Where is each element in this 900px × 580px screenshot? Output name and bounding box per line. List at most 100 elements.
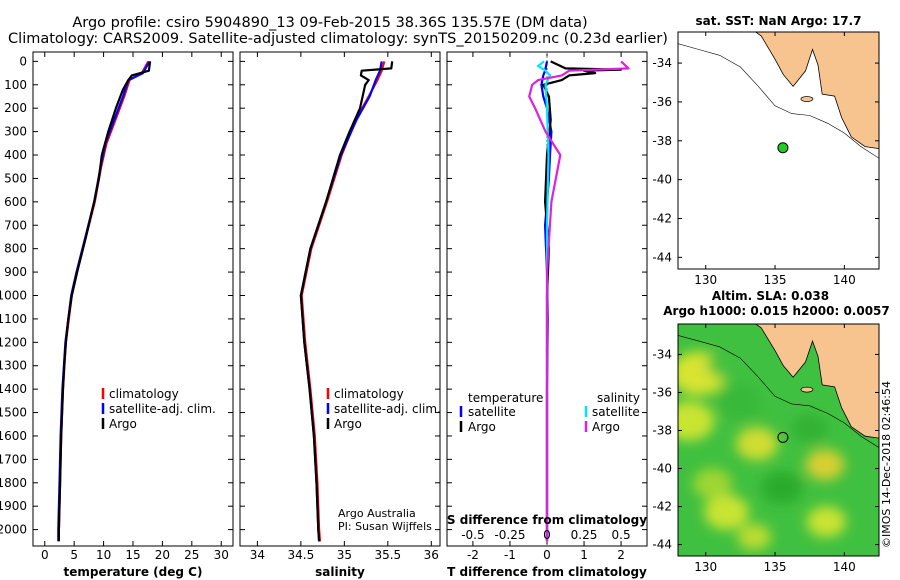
- map-y-tick-label: -40: [652, 173, 672, 187]
- legend-label: Argo: [109, 417, 137, 431]
- map-y-tick-label: -40: [652, 462, 672, 476]
- depth-tick-label: 600: [4, 195, 27, 209]
- shelf-contour: [678, 335, 879, 448]
- argo-position-marker: [777, 431, 789, 443]
- island: [800, 386, 814, 393]
- map-y-tick-label: -44: [652, 250, 672, 264]
- map-y-tick-label: -42: [652, 500, 672, 514]
- series-line-s-argo: [528, 60, 630, 542]
- secondary-x-tick-label: 0: [543, 528, 551, 542]
- map-y-tick-label: -38: [652, 134, 672, 148]
- x-axis-label: salinity: [315, 565, 365, 579]
- secondary-x-tick-label: 0.5: [612, 528, 631, 542]
- annotation-text: Argo Australia: [338, 507, 416, 520]
- depth-tick-label: 700: [4, 218, 27, 232]
- x-tick-label: 34.5: [288, 548, 315, 562]
- sla-anomaly-blob: [806, 506, 846, 538]
- argo-position-marker: [777, 142, 789, 154]
- map-title: sat. SST: NaN Argo: 17.7: [696, 14, 862, 28]
- map-y-tick-label: -44: [652, 538, 672, 552]
- x-tick-label: 1: [580, 548, 588, 562]
- series-line-argo: [299, 61, 394, 542]
- profile-panel-salinity: 34 34.5 35 35.5 36 salinity climatologysatelli…: [239, 51, 441, 579]
- legend-label: satellite-adj. clim.: [109, 402, 216, 416]
- map-panel-sla: 130 135 140 -34 -36 -38 -40 -42 -44 Altim. SLA: 0…: [652, 289, 889, 574]
- map-frame: [677, 31, 880, 270]
- sla-anomaly-blob: [805, 449, 845, 481]
- sla-anomaly-blob: [736, 427, 779, 461]
- x-tick-label: 35: [337, 548, 352, 562]
- legend-label: Argo: [468, 420, 496, 434]
- depth-tick-label: 200: [4, 101, 27, 115]
- x-tick-label: 0: [543, 548, 551, 562]
- sla-anomaly-blob: [760, 471, 803, 505]
- sla-anomaly-field: [678, 348, 846, 551]
- map-content: [678, 32, 879, 159]
- map-y-tick-label: -36: [652, 95, 672, 109]
- x-tick-label: 25: [184, 548, 199, 562]
- map-y-tick-label: -42: [652, 211, 672, 225]
- secondary-x-tick-label: -0.5: [461, 528, 484, 542]
- depth-tick-label: 1800: [0, 476, 27, 490]
- panel-frame: [32, 51, 234, 547]
- map-content: [678, 324, 879, 556]
- header-line-1: Argo profile: csiro 5904890_13 09-Feb-20…: [72, 15, 587, 31]
- sla-anomaly-blob: [737, 523, 772, 551]
- x-tick-label: 20: [155, 548, 170, 562]
- legend-label: Argo: [334, 417, 362, 431]
- map-y-tick-label: -34: [652, 347, 672, 361]
- depth-tick-label: 1600: [0, 429, 27, 443]
- depth-tick-label: 2000: [0, 523, 27, 537]
- map-x-tick-label: 130: [694, 273, 717, 287]
- x-tick-label: 5: [70, 548, 78, 562]
- map-frame: [677, 323, 880, 557]
- sla-anomaly-blob: [706, 348, 747, 380]
- map-x-tick-label: 140: [833, 560, 856, 574]
- x-tick-label: 10: [96, 548, 111, 562]
- x-tick-label: -1: [504, 548, 516, 562]
- map-subtitle: Argo h1000: 0.015 h2000: 0.0057: [663, 304, 890, 318]
- map-panel-sst: 130 135 140 -34 -36 -38 -40 -42 -44 sat. SST: NaN…: [652, 14, 880, 287]
- map-x-tick-label: 135: [764, 560, 787, 574]
- map-x-tick-label: 130: [694, 560, 717, 574]
- x-tick-label: -2: [467, 548, 479, 562]
- sla-anomaly-blob: [678, 401, 715, 441]
- depth-tick-label: 100: [4, 78, 27, 92]
- island: [800, 96, 814, 102]
- panel-frame: [239, 51, 441, 547]
- depth-tick-label: 1700: [0, 452, 27, 466]
- depth-tick-label: 400: [4, 148, 27, 162]
- secondary-x-tick-label: -0.25: [494, 528, 525, 542]
- map-x-tick-label: 135: [764, 273, 787, 287]
- depth-tick-label: 1100: [0, 312, 27, 326]
- x-tick-label: 30: [214, 548, 229, 562]
- depth-tick-label: 300: [4, 125, 27, 139]
- map-y-tick-label: -36: [652, 385, 672, 399]
- legend-label: satellite: [468, 405, 516, 419]
- x-tick-label: 2: [617, 548, 625, 562]
- profile-panel-temperature: 0 5 10 15 20 25 30 temperature (deg C) climatolo…: [32, 51, 234, 579]
- sla-anomaly-blob: [717, 384, 763, 420]
- x-tick-label: 0: [41, 548, 49, 562]
- map-y-tick-label: -34: [652, 56, 672, 70]
- x-axis-label: T difference from climatology: [447, 565, 647, 579]
- map-title: Altim. SLA: 0.038: [712, 289, 829, 303]
- series-line-argo: [57, 61, 152, 542]
- x-tick-label: 36: [424, 548, 439, 562]
- x-tick-label: 34: [250, 548, 265, 562]
- footer-stamp: ©IMOS 14-Dec-2018 02:46:54: [880, 381, 893, 548]
- shelf-contour: [678, 43, 879, 159]
- x-tick-label: 15: [125, 548, 140, 562]
- annotation-text: PI: Susan Wijffels: [338, 520, 432, 533]
- legend-label: satellite: [592, 405, 640, 419]
- depth-tick-label: 1000: [0, 288, 27, 302]
- secondary-x-tick-label: 0.25: [571, 528, 598, 542]
- depth-tick-label: 1400: [0, 382, 27, 396]
- land-mass: [733, 324, 879, 439]
- x-tick-label: 35.5: [374, 548, 401, 562]
- secondary-axis-title: S difference from climatology: [447, 513, 647, 527]
- legend-label: climatology: [334, 387, 404, 401]
- depth-tick-label: 1900: [0, 499, 27, 513]
- legend-header-temperature: temperature: [468, 391, 543, 405]
